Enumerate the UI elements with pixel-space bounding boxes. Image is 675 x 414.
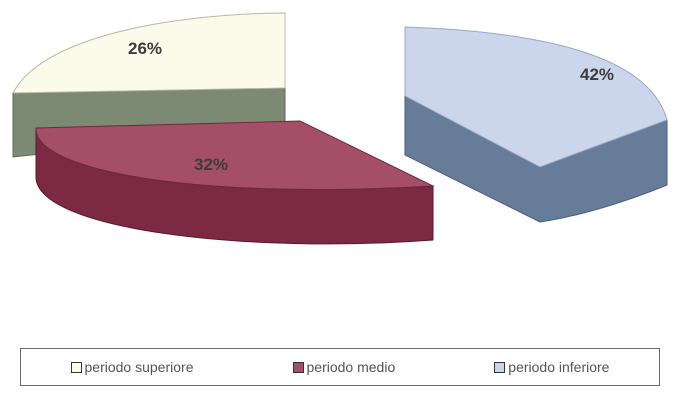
legend-item-superiore: periodo superiore <box>70 359 194 375</box>
slice-label-inferiore: 42% <box>580 65 614 84</box>
legend-item-inferiore: periodo inferiore <box>494 359 609 375</box>
legend-swatch-medio <box>292 361 304 373</box>
legend-swatch-inferiore <box>494 361 506 373</box>
slice-periodo-medio: 32% <box>35 120 435 245</box>
legend-label-inferiore: periodo inferiore <box>508 359 610 375</box>
slice-periodo-medio-top <box>35 120 435 190</box>
legend-item-medio: periodo medio <box>292 359 396 375</box>
slice-label-superiore: 26% <box>128 39 162 58</box>
legend-label-superiore: periodo superiore <box>84 359 194 375</box>
chart-legend: periodo superiore periodo medio periodo … <box>20 348 660 386</box>
slice-label-medio: 32% <box>194 155 228 174</box>
slice-periodo-inferiore-top <box>404 26 668 168</box>
legend-label-medio: periodo medio <box>306 359 396 375</box>
pie-chart: 26% 32% 42% <box>12 12 668 245</box>
slice-periodo-inferiore: 42% <box>404 26 668 223</box>
slice-periodo-superiore-top <box>12 12 286 94</box>
legend-swatch-superiore <box>70 361 82 373</box>
